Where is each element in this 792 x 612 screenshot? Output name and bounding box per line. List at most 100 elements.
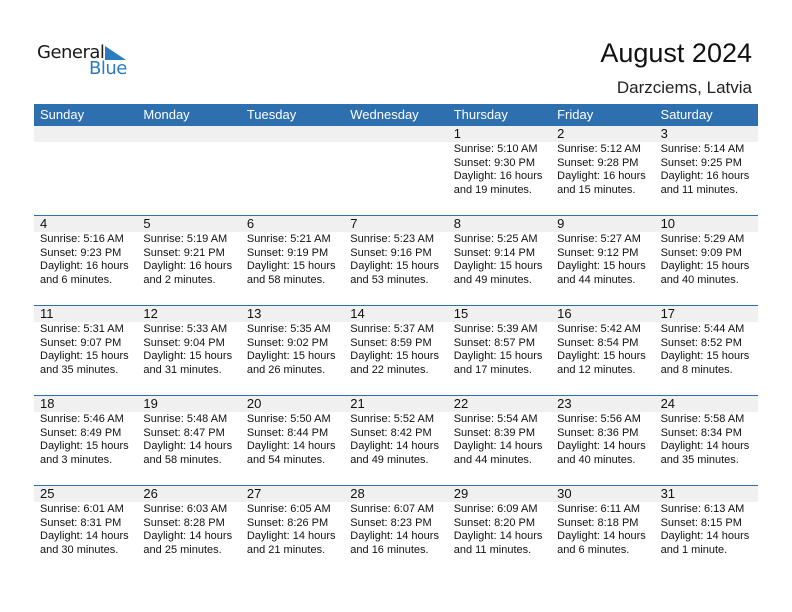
- daylight-text: Daylight: 14 hours: [246, 440, 336, 452]
- sunset-text: Sunset: 8:57 PM: [453, 336, 536, 349]
- daylight-minutes-text: and 1 minute.: [660, 543, 728, 556]
- daylight-text: Daylight: 14 hours: [246, 530, 336, 542]
- day-number: 14: [350, 306, 365, 321]
- daylight-minutes-text: and 40 minutes.: [660, 273, 739, 286]
- daylight-text: Daylight: 14 hours: [350, 440, 439, 452]
- daylight-minutes-text: and 30 minutes.: [40, 543, 119, 556]
- day-cell: 15 Sunrise: 5:39 AM Sunset: 8:57 PM Dayligh…: [448, 306, 551, 394]
- day-cell: 23 Sunrise: 5:56 AM Sunset: 8:36 PM Dayligh…: [551, 396, 654, 484]
- daylight-minutes-text: and 17 minutes.: [453, 363, 532, 376]
- day-cell: 31 Sunrise: 6:13 AM Sunset: 8:15 PM Dayligh…: [655, 486, 758, 574]
- daylight-text: Daylight: 14 hours: [557, 530, 646, 542]
- day-number: 1: [453, 126, 461, 141]
- day-number: 25: [40, 486, 55, 501]
- sunrise-text: Sunrise: 5:16 AM: [40, 233, 124, 245]
- day-cell: 28 Sunrise: 6:07 AM Sunset: 8:23 PM Dayligh…: [344, 486, 447, 574]
- sunrise-text: Sunrise: 5:42 AM: [557, 323, 641, 335]
- day-number: 29: [453, 486, 469, 501]
- day-cell: 30 Sunrise: 6:11 AM Sunset: 8:18 PM Dayligh…: [551, 486, 654, 574]
- day-cell: 8 Sunrise: 5:25 AM Sunset: 9:14 PM Daylight…: [448, 216, 551, 304]
- sunset-text: Sunset: 8:49 PM: [40, 426, 122, 439]
- sunrise-text: Sunrise: 6:01 AM: [40, 503, 124, 515]
- daylight-text: Daylight: 14 hours: [143, 530, 233, 542]
- day-number: 20: [246, 396, 262, 411]
- day-number: 15: [453, 306, 469, 321]
- day-cell: 1 Sunrise: 5:10 AM Sunset: 9:30 PM Daylight…: [448, 126, 551, 214]
- sunrise-text: Sunrise: 6:03 AM: [143, 503, 228, 515]
- sunrise-text: Sunrise: 6:13 AM: [660, 503, 745, 515]
- sunset-text: Sunset: 8:59 PM: [350, 336, 432, 349]
- daylight-text: Daylight: 14 hours: [453, 530, 543, 542]
- sunrise-text: Sunrise: 5:58 AM: [660, 413, 745, 425]
- day-number-band: [34, 486, 758, 502]
- day-number: 23: [557, 396, 572, 411]
- sunrise-text: Sunrise: 5:48 AM: [143, 413, 228, 425]
- day-number: 17: [660, 306, 676, 321]
- sunset-text: Sunset: 9:04 PM: [143, 336, 225, 349]
- day-cell: 6 Sunrise: 5:21 AM Sunset: 9:19 PM Daylight…: [241, 216, 344, 304]
- day-cell: 25 Sunrise: 6:01 AM Sunset: 8:31 PM Dayligh…: [34, 486, 137, 574]
- sunset-text: Sunset: 9:25 PM: [660, 156, 742, 169]
- daylight-text: Daylight: 15 hours: [453, 350, 543, 362]
- sunset-text: Sunset: 8:31 PM: [40, 516, 122, 529]
- sunrise-text: Sunrise: 5:12 AM: [557, 143, 641, 155]
- sunrise-text: Sunrise: 5:56 AM: [557, 413, 641, 425]
- sunset-text: Sunset: 9:28 PM: [557, 156, 639, 169]
- week-row: 11 Sunrise: 5:31 AM Sunset: 9:07 PM Dayligh…: [34, 305, 758, 396]
- daylight-minutes-text: and 49 minutes.: [350, 453, 429, 466]
- sunset-text: Sunset: 9:07 PM: [40, 336, 122, 349]
- sunset-text: Sunset: 8:36 PM: [557, 426, 639, 439]
- day-number: 10: [660, 216, 676, 231]
- sunrise-text: Sunrise: 6:05 AM: [246, 503, 331, 515]
- day-cell: 17 Sunrise: 5:44 AM Sunset: 8:52 PM Dayligh…: [655, 306, 758, 394]
- day-number: 13: [246, 306, 262, 321]
- daylight-minutes-text: and 54 minutes.: [246, 453, 326, 466]
- logo-text-blue: Blue: [89, 58, 127, 79]
- day-number: 2: [557, 126, 565, 141]
- day-cell: 9 Sunrise: 5:27 AM Sunset: 9:12 PM Daylight…: [551, 216, 654, 304]
- day-cell: 26 Sunrise: 6:03 AM Sunset: 8:28 PM Dayligh…: [137, 486, 240, 574]
- daylight-minutes-text: and 35 minutes.: [40, 363, 119, 376]
- day-cell: 12 Sunrise: 5:33 AM Sunset: 9:04 PM Dayligh…: [137, 306, 240, 394]
- daylight-minutes-text: and 8 minutes.: [660, 363, 733, 376]
- daylight-minutes-text: and 22 minutes.: [350, 363, 429, 376]
- sunrise-text: Sunrise: 5:46 AM: [40, 413, 124, 425]
- day-number: 18: [40, 396, 55, 411]
- sunrise-text: Sunrise: 6:07 AM: [350, 503, 435, 515]
- weekday-thursday: Thursday: [453, 107, 508, 122]
- daylight-text: Daylight: 15 hours: [453, 260, 543, 272]
- weekday-saturday: Saturday: [660, 107, 713, 122]
- daylight-text: Daylight: 15 hours: [557, 350, 646, 362]
- daylight-minutes-text: and 26 minutes.: [246, 363, 326, 376]
- daylight-text: Daylight: 15 hours: [143, 350, 233, 362]
- daylight-minutes-text: and 53 minutes.: [350, 273, 429, 286]
- day-number: 28: [350, 486, 365, 501]
- daylight-minutes-text: and 11 minutes.: [660, 183, 739, 196]
- location: Darzciems, Latvia: [616, 78, 752, 97]
- sunset-text: Sunset: 9:12 PM: [557, 246, 639, 259]
- day-number: 12: [143, 306, 158, 321]
- daylight-minutes-text: and 35 minutes.: [660, 453, 739, 466]
- day-cell: 14 Sunrise: 5:37 AM Sunset: 8:59 PM Dayligh…: [344, 306, 447, 394]
- day-number: 3: [660, 126, 668, 141]
- daylight-text: Daylight: 15 hours: [40, 440, 129, 452]
- sunset-text: Sunset: 9:19 PM: [246, 246, 329, 259]
- day-number: 4: [40, 216, 48, 231]
- day-cell: 7 Sunrise: 5:23 AM Sunset: 9:16 PM Daylight…: [344, 216, 447, 304]
- sunset-text: Sunset: 9:16 PM: [350, 246, 432, 259]
- sunset-text: Sunset: 8:26 PM: [246, 516, 329, 529]
- day-cell: 11 Sunrise: 5:31 AM Sunset: 9:07 PM Dayligh…: [34, 306, 137, 394]
- day-number: 22: [453, 396, 469, 411]
- logo-triangle-icon: [105, 46, 126, 60]
- sunset-text: Sunset: 8:20 PM: [453, 516, 536, 529]
- sunset-text: Sunset: 8:42 PM: [350, 426, 432, 439]
- day-number: 5: [143, 216, 151, 231]
- day-number: 24: [660, 396, 676, 411]
- weekday-tuesday: Tuesday: [246, 107, 297, 122]
- sunset-text: Sunset: 9:02 PM: [246, 336, 329, 349]
- day-number-band: [34, 396, 758, 412]
- sunrise-text: Sunrise: 5:14 AM: [660, 143, 745, 155]
- daylight-text: Daylight: 15 hours: [350, 260, 439, 272]
- daylight-minutes-text: and 44 minutes.: [557, 273, 636, 286]
- daylight-text: Daylight: 14 hours: [557, 440, 646, 452]
